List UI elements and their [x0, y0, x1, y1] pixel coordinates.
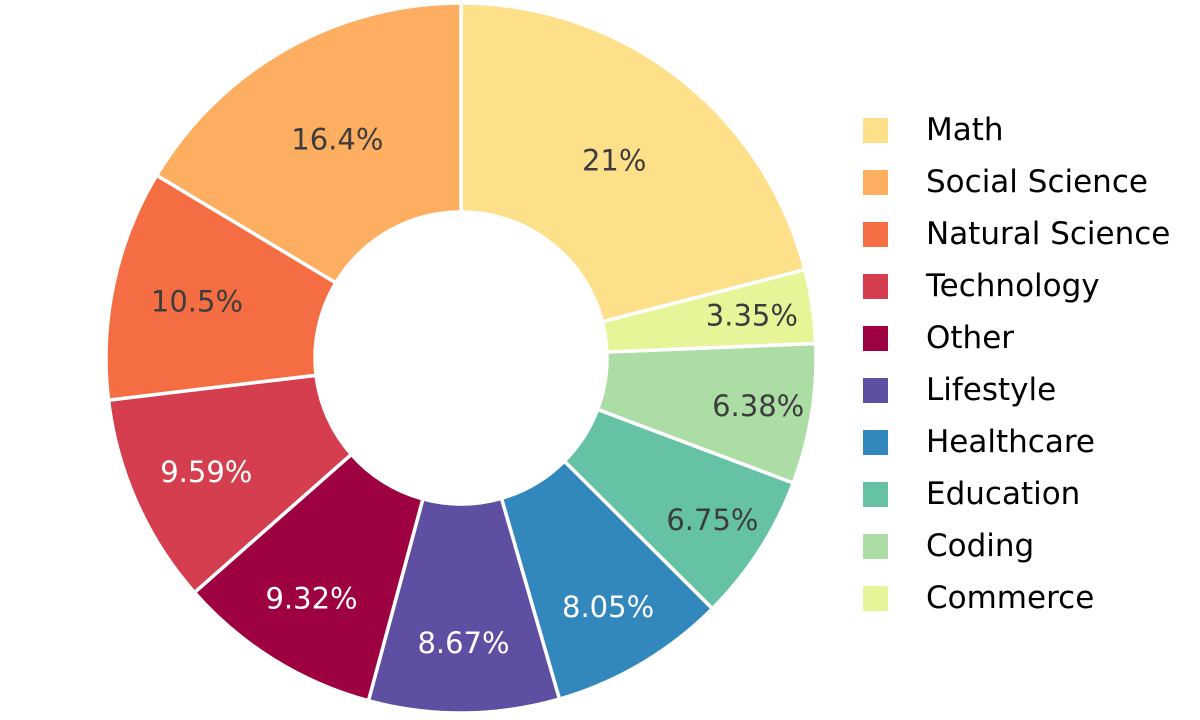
legend-swatch-natural-science	[863, 222, 888, 247]
legend-label-technology: Technology	[926, 268, 1100, 304]
legend-item-technology: Technology	[863, 268, 1170, 304]
pie-slice-lifestyle	[366, 496, 562, 715]
pie-slice-other	[192, 452, 425, 703]
legend-label-coding: Coding	[926, 528, 1035, 564]
legend-label-education: Education	[926, 476, 1081, 512]
pie-slice-pct-label-other: 9.32%	[265, 581, 357, 615]
pie-slice-social-science	[154, 1, 463, 285]
legend-item-coding: Coding	[863, 528, 1170, 564]
legend-label-other: Other	[926, 320, 1015, 356]
legend-label-lifestyle: Lifestyle	[926, 372, 1057, 408]
legend-label-healthcare: Healthcare	[926, 424, 1095, 460]
legend-label-math: Math	[926, 112, 1004, 148]
pie-slice-pct-label-education: 6.75%	[666, 503, 758, 537]
legend-item-math: Math	[863, 112, 1170, 148]
pie-slice-pct-label-healthcare: 8.05%	[562, 590, 654, 624]
legend-swatch-education	[863, 482, 888, 507]
legend-item-healthcare: Healthcare	[863, 424, 1170, 460]
legend-swatch-technology	[863, 274, 888, 299]
legend-swatch-commerce	[863, 586, 888, 611]
legend-swatch-social-science	[863, 170, 888, 195]
pie-slice-pct-label-coding: 6.38%	[712, 389, 804, 423]
legend-swatch-math	[863, 118, 888, 143]
legend-label-social-science: Social Science	[926, 164, 1148, 200]
legend-swatch-lifestyle	[863, 378, 888, 403]
pie-slice-pct-label-natural-science: 10.5%	[151, 285, 243, 319]
legend-swatch-coding	[863, 534, 888, 559]
pie-slice-technology	[106, 373, 354, 595]
pie-slice-commerce	[600, 267, 818, 354]
pie-slice-pct-label-commerce: 3.35%	[706, 298, 798, 332]
legend-item-other: Other	[863, 320, 1170, 356]
pie-slice-natural-science	[104, 173, 338, 402]
legend-item-lifestyle: Lifestyle	[863, 372, 1170, 408]
legend-label-commerce: Commerce	[926, 580, 1095, 616]
chart-legend: Math Social Science Natural Science Technol…	[863, 112, 1171, 616]
pie-slice-pct-label-lifestyle: 8.67%	[417, 626, 509, 660]
legend-swatch-healthcare	[863, 430, 888, 455]
legend-item-commerce: Commerce	[863, 580, 1170, 616]
pie-slice-math	[459, 1, 807, 324]
legend-label-natural-science: Natural Science	[926, 216, 1171, 252]
legend-item-education: Education	[863, 476, 1170, 512]
legend-item-social-science: Social Science	[863, 164, 1170, 200]
pie-slice-pct-label-technology: 9.59%	[160, 455, 252, 489]
pie-slice-pct-label-social-science: 16.4%	[291, 123, 383, 157]
legend-swatch-other	[863, 326, 888, 351]
pie-slice-pct-label-math: 21%	[582, 144, 646, 178]
legend-item-natural-science: Natural Science	[863, 216, 1171, 252]
